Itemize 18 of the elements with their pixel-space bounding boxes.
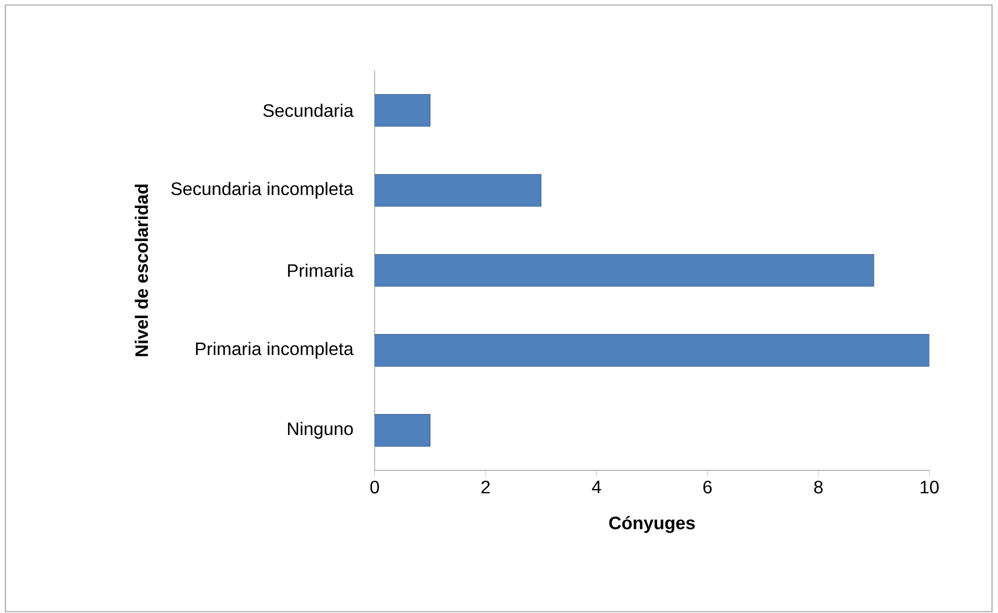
bar: [374, 414, 430, 447]
y-tick-label: Secundaria: [263, 104, 354, 117]
bar: [374, 254, 874, 287]
bar: [374, 94, 430, 127]
x-tick-label: 4: [592, 480, 602, 494]
x-tick-label: 8: [814, 480, 823, 494]
y-axis-title: Nivel de escolaridad: [134, 184, 148, 356]
x-tick-label: 2: [482, 480, 490, 494]
bar: [374, 174, 542, 207]
y-tick-label: Secundaria incompleta: [171, 182, 354, 199]
x-tick-label: 10: [920, 480, 939, 494]
bar: [374, 334, 930, 367]
x-tick-label: 6: [703, 480, 712, 494]
y-tick-label: Ninguno: [288, 422, 353, 439]
y-tick-label: Primaria: [288, 264, 354, 277]
x-axis-title: Cónyuges: [609, 516, 695, 533]
y-tick-label: Primaria incompleta: [196, 342, 354, 359]
x-tick-label: 0: [370, 480, 379, 494]
